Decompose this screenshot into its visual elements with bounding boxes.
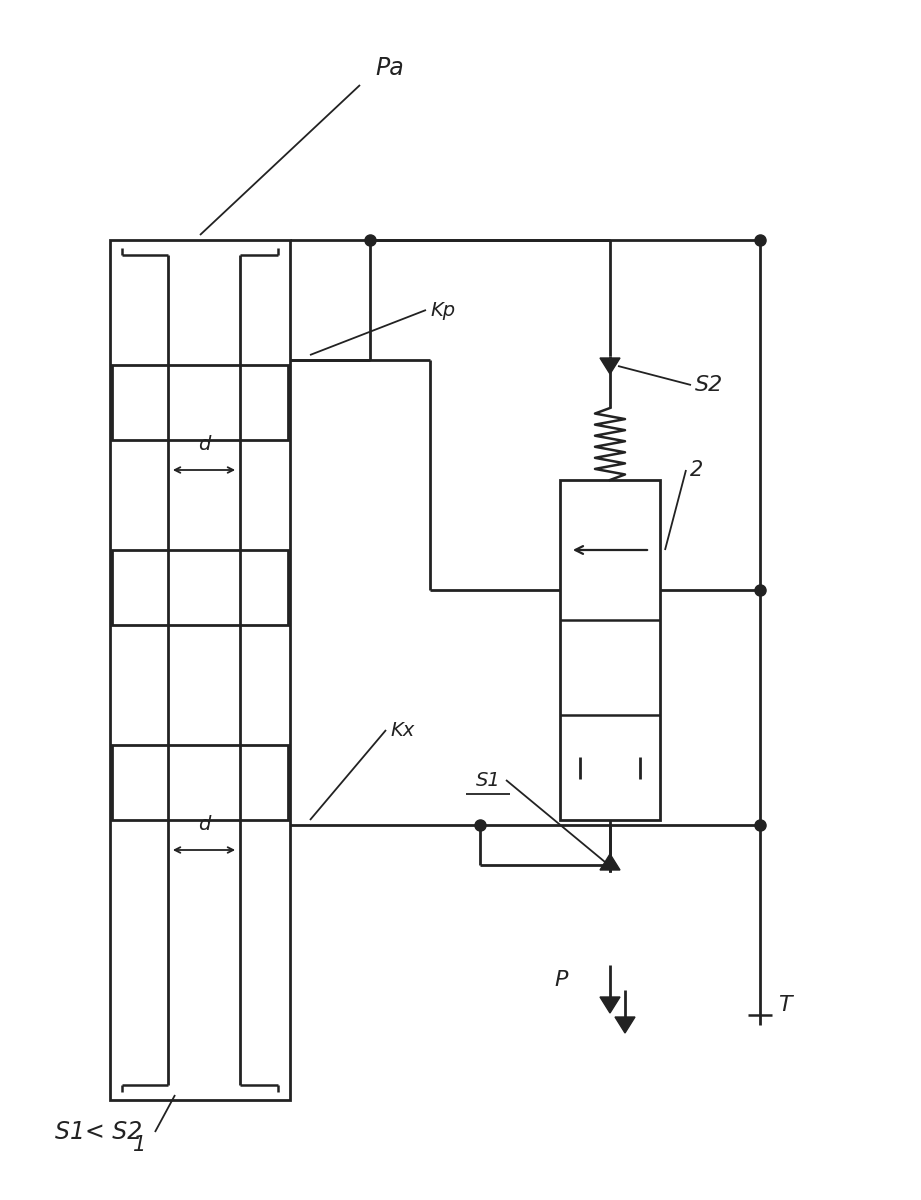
Bar: [112, 550, 288, 625]
Bar: [112, 365, 288, 440]
Text: Kp: Kp: [430, 300, 455, 319]
Text: 2: 2: [690, 460, 704, 480]
Text: T: T: [778, 995, 792, 1015]
Bar: [112, 745, 288, 820]
Text: P: P: [554, 970, 568, 990]
Polygon shape: [615, 1018, 635, 1033]
Text: S2: S2: [695, 374, 723, 395]
Polygon shape: [600, 358, 620, 374]
Bar: [110, 240, 290, 1100]
Text: S1: S1: [475, 770, 500, 790]
Text: d: d: [198, 434, 210, 454]
Polygon shape: [600, 997, 620, 1013]
Text: Kx: Kx: [390, 720, 414, 739]
Text: S1< S2: S1< S2: [55, 1120, 142, 1144]
Text: Pa: Pa: [376, 56, 404, 80]
Bar: [560, 480, 660, 820]
Text: 1: 1: [134, 1135, 146, 1154]
Polygon shape: [600, 854, 620, 870]
Text: d: d: [198, 815, 210, 834]
